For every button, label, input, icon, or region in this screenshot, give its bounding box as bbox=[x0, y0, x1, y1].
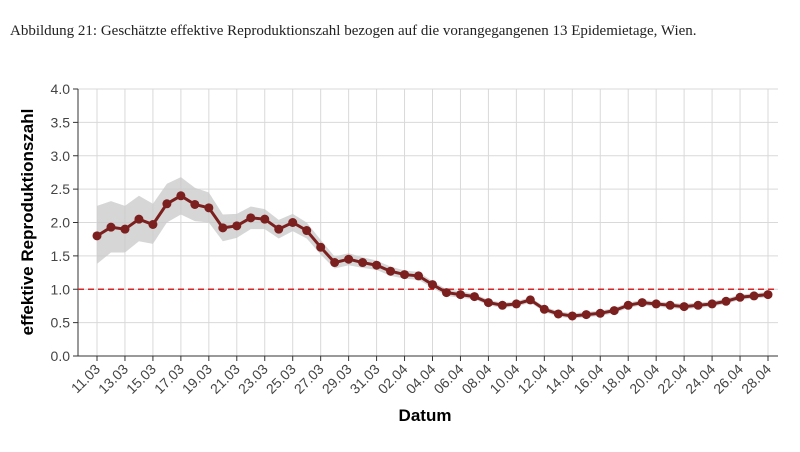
y-tick-label: 2.0 bbox=[51, 215, 71, 231]
point bbox=[274, 224, 284, 234]
point bbox=[246, 213, 256, 223]
point bbox=[162, 199, 172, 209]
point bbox=[386, 266, 396, 276]
point bbox=[302, 226, 312, 236]
point bbox=[637, 298, 647, 308]
x-tick-label: 26.04 bbox=[710, 361, 746, 397]
x-tick-label: 29.03 bbox=[319, 361, 355, 397]
x-tick-label: 04.04 bbox=[403, 361, 439, 397]
point bbox=[735, 292, 745, 302]
point bbox=[721, 296, 731, 306]
point bbox=[106, 222, 116, 232]
point bbox=[693, 300, 703, 310]
x-tick-label: 31.03 bbox=[347, 361, 383, 397]
x-tick-label: 13.03 bbox=[95, 361, 131, 397]
y-tick-label: 3.5 bbox=[51, 114, 71, 130]
point bbox=[232, 221, 242, 231]
x-tick-label: 10.04 bbox=[486, 361, 522, 397]
point bbox=[763, 290, 773, 300]
x-tick-label: 17.03 bbox=[151, 361, 187, 397]
x-tick-label: 18.04 bbox=[598, 361, 634, 397]
confidence-band bbox=[97, 177, 768, 319]
y-tick-label: 1.0 bbox=[51, 281, 71, 297]
point bbox=[260, 214, 270, 224]
point bbox=[218, 223, 228, 233]
caption: Abbildung 21: Geschätzte effektive Repro… bbox=[10, 23, 697, 39]
point bbox=[400, 270, 410, 280]
point bbox=[581, 310, 591, 320]
x-tick-label: 21.03 bbox=[207, 361, 243, 397]
point bbox=[595, 308, 605, 318]
point bbox=[414, 271, 424, 281]
y-tick-label: 1.5 bbox=[51, 248, 71, 264]
y-tick-label: 0.0 bbox=[51, 348, 71, 364]
point bbox=[483, 298, 493, 308]
x-tick-label: 24.04 bbox=[682, 361, 718, 397]
x-tick-label: 14.04 bbox=[542, 361, 578, 397]
point bbox=[469, 292, 479, 302]
point bbox=[358, 258, 368, 268]
x-tick-label: 20.04 bbox=[626, 361, 662, 397]
x-tick-label: 02.04 bbox=[375, 361, 411, 397]
y-axis-label: effektive Reproduktionszahl bbox=[18, 109, 37, 336]
point bbox=[134, 214, 144, 224]
x-tick-label: 25.03 bbox=[263, 361, 299, 397]
point bbox=[455, 290, 465, 300]
point bbox=[665, 300, 675, 310]
point bbox=[344, 254, 354, 264]
point bbox=[441, 288, 451, 298]
point bbox=[567, 311, 577, 321]
x-tick-label: 28.04 bbox=[738, 361, 774, 397]
x-tick-label: 15.03 bbox=[123, 361, 159, 397]
point bbox=[316, 242, 326, 252]
y-tick-label: 4.0 bbox=[51, 81, 71, 97]
x-tick-label: 12.04 bbox=[514, 361, 550, 397]
point bbox=[204, 203, 214, 213]
x-tick-label: 19.03 bbox=[179, 361, 215, 397]
point bbox=[148, 220, 158, 230]
x-tick-label: 16.04 bbox=[570, 361, 606, 397]
point bbox=[497, 300, 507, 310]
point bbox=[749, 291, 759, 301]
point bbox=[511, 299, 521, 309]
x-tick-label: 23.03 bbox=[235, 361, 271, 397]
y-tick-label: 2.5 bbox=[51, 181, 71, 197]
y-tick-label: 3.0 bbox=[51, 148, 71, 164]
point bbox=[539, 304, 549, 314]
x-tick-label: 06.04 bbox=[430, 361, 466, 397]
x-tick-label: 22.04 bbox=[654, 361, 690, 397]
point bbox=[553, 309, 563, 319]
x-tick-label: 27.03 bbox=[291, 361, 327, 397]
point bbox=[609, 306, 619, 316]
point bbox=[120, 224, 130, 234]
point bbox=[525, 295, 535, 305]
x-tick-label: 11.03 bbox=[68, 361, 104, 397]
point bbox=[176, 191, 186, 201]
point bbox=[288, 218, 298, 227]
y-tick-label: 0.5 bbox=[51, 315, 71, 331]
point bbox=[330, 258, 340, 268]
point bbox=[679, 302, 689, 312]
point bbox=[92, 231, 102, 241]
x-tick-label: 08.04 bbox=[458, 361, 494, 397]
point bbox=[372, 260, 382, 270]
point bbox=[651, 299, 661, 309]
x-axis-label: Datum bbox=[399, 406, 452, 425]
point bbox=[190, 199, 200, 209]
point bbox=[623, 300, 633, 310]
point bbox=[428, 280, 437, 290]
point bbox=[707, 299, 717, 309]
